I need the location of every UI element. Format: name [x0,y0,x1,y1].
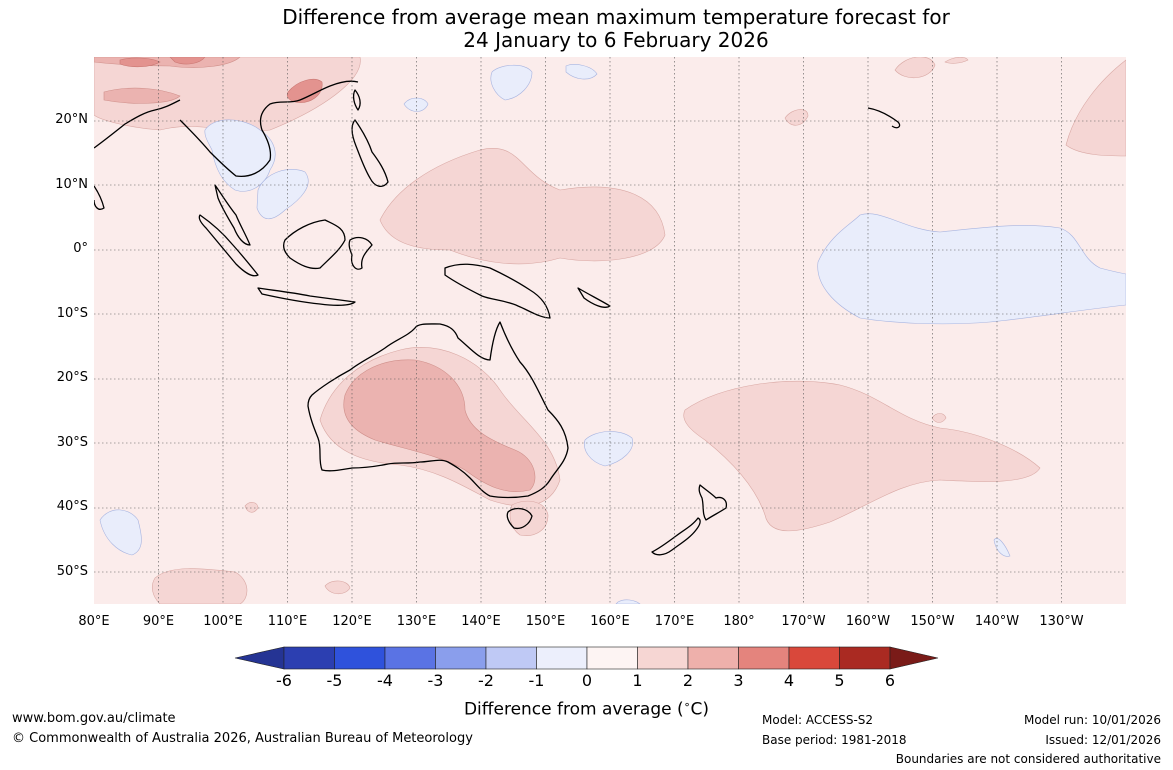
colorbar-label: Difference from average (∘C) [0,698,1173,720]
lon-label-140e: 140°E [461,614,501,629]
colorbar-tick: -4 [377,671,393,690]
lon-label-160w: 160°W [845,614,891,629]
tasmania-coastline [506,507,533,530]
anomaly-region-southern-ocean [151,568,248,604]
lon-label-160e: 160°E [590,614,630,629]
anomaly-region-indian-ocean-cool [99,509,142,556]
anomaly-region-pacific-islands-cool [993,538,1011,557]
footer-base-period: Base period: 1981-2018 [762,733,907,747]
colorbar-tick: 4 [783,671,795,690]
sulawesi-coastline [348,236,373,270]
footer-model-run: Model run: 10/01/2026 [1023,713,1161,727]
lon-label-80e: 80°E [78,614,110,629]
lat-label-40s: 40°S [56,499,88,514]
anomaly-regions-3-4 [119,57,323,103]
anomaly-region-asia-mid [103,87,181,104]
philippines-coastline [351,119,389,188]
lon-label-170e: 170°E [654,614,695,629]
lon-label-150w: 150°W [910,614,955,629]
lon-label-140w: 140°W [974,614,1020,629]
anomaly-region-indochina-cool [204,119,276,192]
colorbar-label-unit: C) [690,699,710,720]
lon-label-120e: 120°E [332,614,372,629]
colorbar-tick: 1 [632,671,643,690]
anomaly-region-central-pacific-cool [817,213,1126,325]
graticule [94,57,1126,604]
colorbar-tick: -3 [427,671,444,690]
anomaly-region-north-pacific-strip [944,57,969,64]
lat-label-10s: 10°S [56,306,88,321]
colorbar-tick: 5 [834,671,845,690]
colorbar-tick: 6 [884,671,896,690]
anomaly-region-tasman-south-pacific [683,380,1041,532]
lat-label-10n: 10°N [55,177,88,192]
anomaly-region-north-pacific-dot [784,109,809,126]
colorbar-tick: -6 [276,671,292,690]
map-title-line1: Difference from average mean maximum tem… [282,5,950,29]
lon-label-110e: 110°E [267,614,308,629]
colorbar-tick: -5 [326,671,343,690]
anomaly-region-north-pacific-small [894,57,936,78]
anomaly-region-south-china-sea-cool [256,169,309,220]
colorbar-degree: ∘ [683,698,691,711]
australia-coastline [307,321,569,499]
new-zealand-north-coastline [698,484,728,521]
lat-label-20n: 20°N [55,112,88,127]
anomaly-region-asia-small-2 [169,57,206,65]
anomaly-region-philippine-sea-cool [403,97,429,112]
new-guinea-coastline [444,263,551,319]
footer-copyright: © Commonwealth of Australia 2026, Austra… [12,731,473,746]
lat-label-0: 0° [73,241,88,256]
lon-label-100e: 100°E [203,614,243,629]
lon-label-130e: 130°E [396,614,437,629]
anomaly-region-tasman-cool [584,431,633,467]
borneo-coastline [283,219,346,270]
anomaly-region-east-pacific [1065,59,1126,157]
anomaly-regions-neg [99,64,1126,604]
lat-label-30s: 30°S [56,435,88,450]
colorbar-tick: -2 [478,671,494,690]
anomaly-region-tasmania [509,500,549,536]
footer-url[interactable]: www.bom.gov.au/climate [12,711,176,726]
malay-peninsula-coastline [214,184,251,246]
lon-label-130w: 130°W [1039,614,1084,629]
map-title-line2: 24 January to 6 February 2026 [463,28,769,52]
anomaly-region-asia-small [119,57,161,68]
java-coastline [257,287,356,306]
anomaly-region-west-pacific [379,148,666,265]
indochina-coastline [179,80,359,178]
colorbar-tick: -1 [528,671,545,690]
anomaly-region-southern-ocean-small [324,580,351,595]
lat-label-50s: 50°S [56,564,88,579]
india-coastline [94,99,181,149]
anomaly-region-north-pacific-cool-2 [565,64,598,80]
anomaly-region-nz-small [931,413,947,423]
footer-model: Model: ACCESS-S2 [762,713,874,727]
colorbar-label-text: Difference from average ( [463,699,684,720]
coastlines [94,80,901,556]
anomaly-region-southern-cool [615,599,641,604]
colorbar-tick: 3 [733,671,744,690]
sumatra-coastline [198,214,259,277]
lat-label-20s: 20°S [56,370,88,385]
lon-label-90e: 90°E [142,614,175,629]
anomaly-region-central-australia [343,359,536,492]
footer-disclaimer: Boundaries are not considered authoritat… [895,752,1161,766]
sri-lanka-coastline [94,185,105,210]
lon-label-170w: 170°W [781,614,826,629]
lon-label-180: 180° [723,614,755,629]
taiwan-coastline [352,89,361,111]
hawaii-coastline [867,107,901,129]
new-zealand-south-coastline [651,517,701,556]
footer-issued: Issued: 12/01/2026 [1045,733,1161,747]
colorbar-tick: 2 [682,671,694,690]
colorbar-tick: 0 [581,671,593,690]
anomaly-region-north-pacific-cool [490,64,533,101]
anomaly-region-south-china [286,79,323,103]
lon-label-150e: 150°E [525,614,566,629]
